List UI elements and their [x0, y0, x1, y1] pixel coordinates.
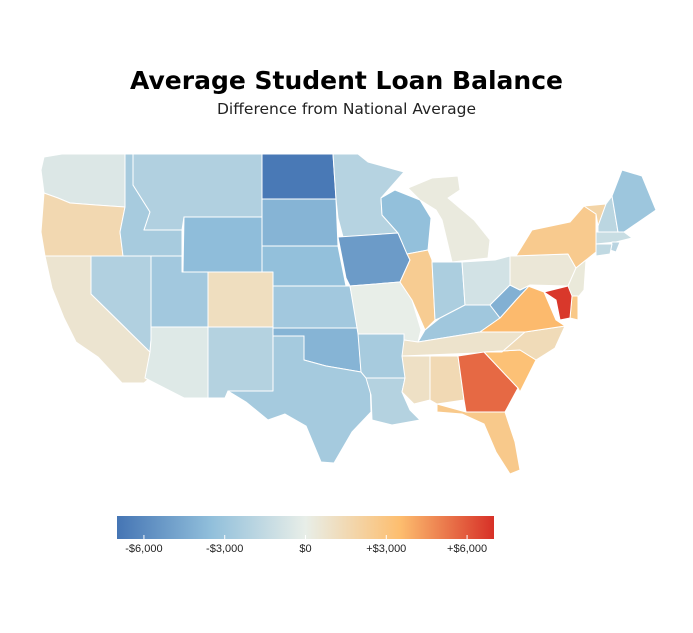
- map-subtitle: Difference from National Average: [217, 100, 476, 118]
- legend-tick-label: +$6,000: [447, 543, 487, 555]
- state-mi: [407, 175, 491, 263]
- state-ma: [595, 231, 633, 245]
- legend-tick-label: -$6,000: [125, 543, 162, 555]
- legend-color-bar: [117, 516, 494, 539]
- state-tx: [227, 335, 372, 464]
- state-md: [543, 285, 573, 321]
- state-al: [429, 355, 465, 405]
- legend-tick-label: -$3,000: [206, 543, 243, 555]
- legend-tick-label: $0: [299, 543, 311, 555]
- state-ct: [595, 243, 613, 257]
- map-title: Average Student Loan Balance: [130, 66, 563, 95]
- state-nj: [567, 259, 587, 303]
- legend-ticks: -$6,000 -$3,000 $0 +$3,000 +$6,000: [125, 535, 487, 555]
- state-fl: [436, 403, 521, 475]
- legend-tick-label: +$3,000: [366, 543, 406, 555]
